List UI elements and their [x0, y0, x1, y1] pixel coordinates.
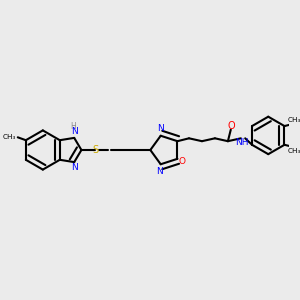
Text: H: H	[70, 122, 76, 131]
Text: CH₃: CH₃	[3, 134, 16, 140]
Text: O: O	[178, 157, 185, 166]
Text: N: N	[157, 124, 164, 133]
Text: CH₃: CH₃	[288, 148, 300, 154]
Text: N: N	[71, 163, 78, 172]
Text: O: O	[227, 121, 235, 131]
Text: N: N	[156, 167, 163, 176]
Text: S: S	[92, 145, 98, 155]
Text: N: N	[71, 127, 78, 136]
Text: NH: NH	[236, 138, 249, 147]
Text: CH₃: CH₃	[288, 117, 300, 123]
